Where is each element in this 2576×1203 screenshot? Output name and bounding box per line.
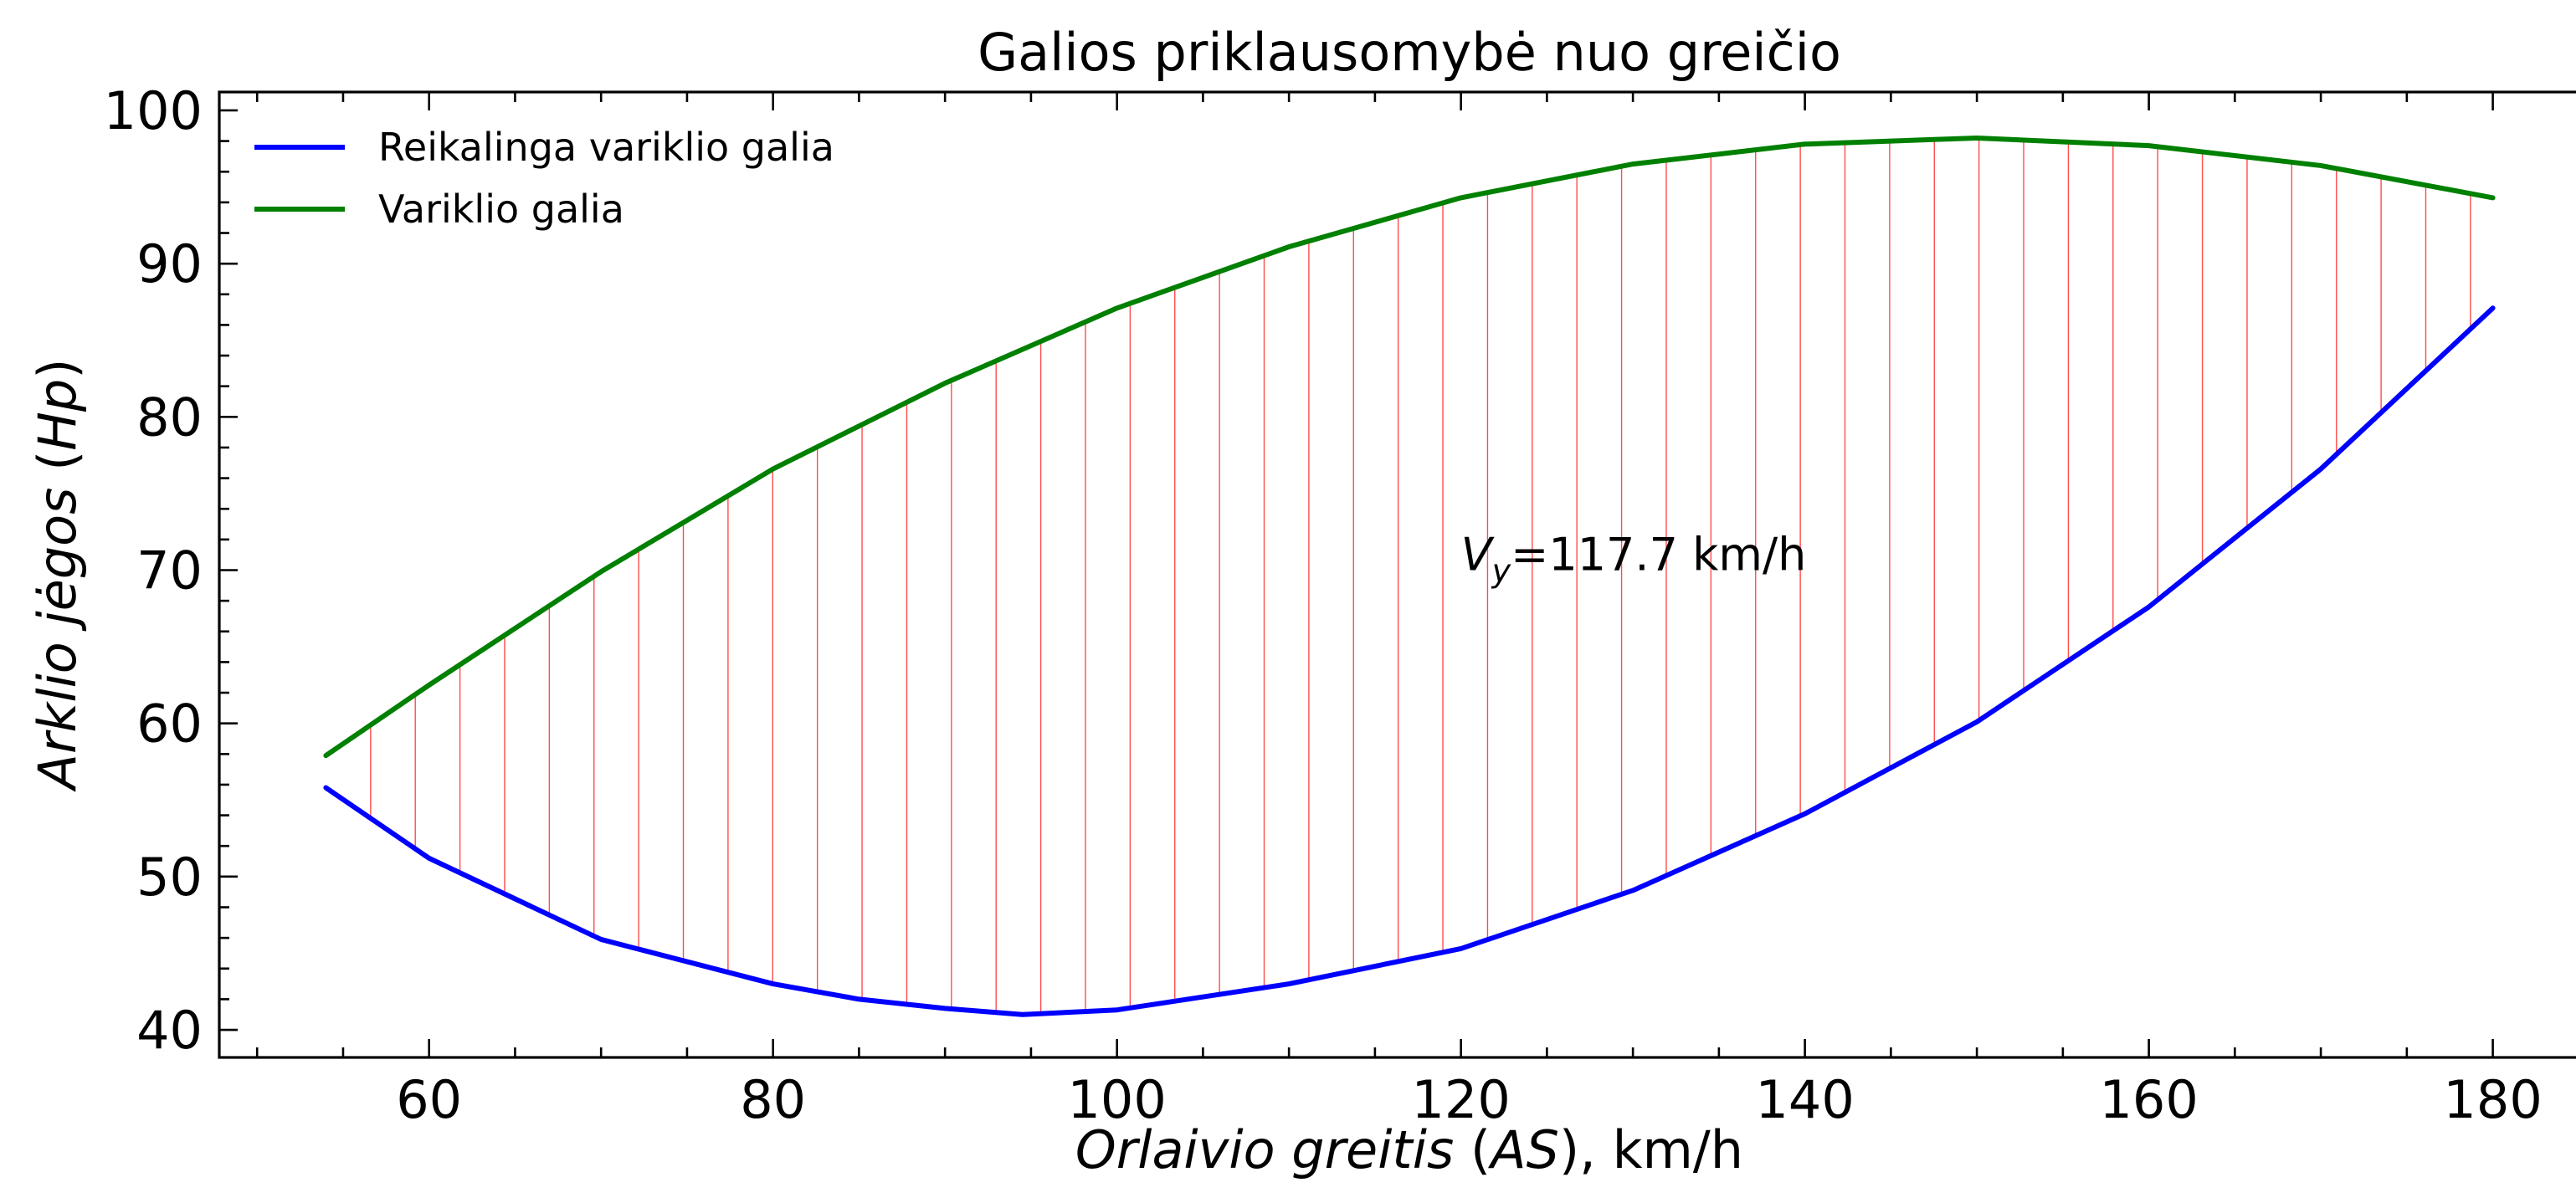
y-tick-labels: 40 50 60 70 80 90 100 [104, 80, 203, 1061]
x-tick-label: 120 [1411, 1069, 1510, 1130]
y-tick-label: 100 [104, 80, 203, 141]
x-axis-label-part-2: ), km/h [1559, 1119, 1743, 1180]
legend-label-required-power: Reikalinga variklio galia [378, 125, 834, 170]
vy-annotation-subscript: y [1491, 553, 1511, 590]
y-axis-label-part-2: ) [27, 359, 88, 379]
x-tick-label: 80 [740, 1069, 806, 1130]
vy-annotation-text: =117.7 km/h [1511, 529, 1806, 581]
y-axis-label: Arklio jėgos (Hp) [27, 359, 88, 793]
vy-annotation-symbol: V [1461, 529, 1496, 581]
x-tick-label: 180 [2443, 1069, 2542, 1130]
series-line-engine-power [323, 135, 2496, 759]
x-tick-label: 140 [1755, 1069, 1854, 1130]
axis-ticks [219, 92, 2494, 1057]
x-axis-label-part: ( [1454, 1119, 1491, 1180]
x-axis-label-italic: Orlaivio greitis [1075, 1119, 1454, 1180]
series-lines [323, 135, 2496, 1017]
legend: Reikalinga variklio galia Variklio galia [254, 125, 834, 232]
vy-annotation: Vy=117.7 km/h [1461, 529, 1807, 590]
x-tick-labels: 60 80 100 120 140 160 180 [396, 1069, 2543, 1130]
x-tick-label: 160 [2099, 1069, 2198, 1130]
legend-label-engine-power: Variklio galia [378, 187, 624, 232]
y-axis-label-italic: Arklio jėgos [27, 488, 88, 793]
y-tick-label: 90 [136, 233, 203, 294]
y-tick-label: 60 [136, 694, 203, 755]
fill-between-lines [370, 138, 2471, 1014]
x-axis-label-italic-2: AS [1487, 1119, 1559, 1180]
y-tick-label: 80 [136, 386, 203, 448]
x-tick-label: 100 [1067, 1069, 1166, 1130]
y-axis-label-italic-2: Hp [27, 379, 88, 451]
plot-area-frame [218, 90, 2576, 1059]
y-axis-label-part: ( [27, 451, 88, 488]
series-line-required-power [323, 305, 2496, 1017]
x-axis-label: Orlaivio greitis (AS), km/h [1075, 1119, 1743, 1180]
chart-title: Galios priklausomybė nuo greičio [978, 22, 1841, 83]
y-tick-label: 70 [136, 540, 203, 602]
y-tick-label: 40 [136, 1000, 203, 1061]
x-tick-label: 60 [396, 1069, 462, 1130]
y-tick-label: 50 [136, 847, 203, 908]
